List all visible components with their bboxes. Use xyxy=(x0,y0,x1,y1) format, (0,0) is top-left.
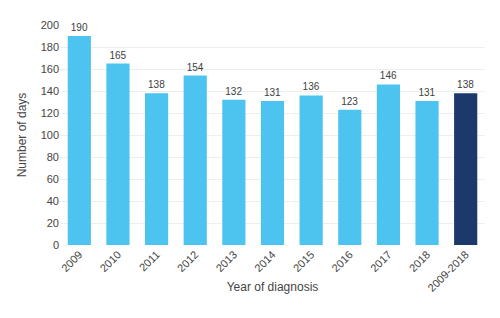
svg-text:200: 200 xyxy=(41,19,59,31)
svg-text:138: 138 xyxy=(148,79,165,90)
svg-text:100: 100 xyxy=(41,129,59,141)
svg-text:2016: 2016 xyxy=(329,248,355,274)
svg-text:146: 146 xyxy=(380,70,397,81)
svg-text:2015: 2015 xyxy=(291,248,317,274)
svg-text:131: 131 xyxy=(264,87,281,98)
svg-text:2010: 2010 xyxy=(97,248,123,274)
svg-text:2013: 2013 xyxy=(213,248,239,274)
svg-text:2009-2018: 2009-2018 xyxy=(425,248,471,294)
svg-text:2017: 2017 xyxy=(368,248,394,274)
svg-text:180: 180 xyxy=(41,41,59,53)
svg-text:0: 0 xyxy=(53,239,59,251)
svg-text:136: 136 xyxy=(303,81,320,92)
svg-text:190: 190 xyxy=(71,22,88,33)
svg-text:2018: 2018 xyxy=(407,248,433,274)
svg-text:140: 140 xyxy=(41,85,59,97)
svg-text:2009: 2009 xyxy=(59,248,85,274)
svg-text:2012: 2012 xyxy=(175,248,201,274)
svg-text:2011: 2011 xyxy=(137,248,162,273)
svg-text:154: 154 xyxy=(187,62,204,73)
svg-text:60: 60 xyxy=(47,173,59,185)
svg-text:165: 165 xyxy=(109,50,126,61)
svg-text:132: 132 xyxy=(225,86,242,97)
svg-text:2014: 2014 xyxy=(252,248,278,274)
svg-text:120: 120 xyxy=(41,107,59,119)
svg-text:20: 20 xyxy=(47,217,59,229)
svg-text:123: 123 xyxy=(341,96,358,107)
svg-text:40: 40 xyxy=(47,195,59,207)
svg-text:Number of days: Number of days xyxy=(15,93,29,178)
svg-text:80: 80 xyxy=(47,151,59,163)
svg-text:Year of diagnosis: Year of diagnosis xyxy=(227,280,319,294)
svg-text:131: 131 xyxy=(418,87,435,98)
svg-text:160: 160 xyxy=(41,63,59,75)
svg-text:138: 138 xyxy=(457,79,474,90)
